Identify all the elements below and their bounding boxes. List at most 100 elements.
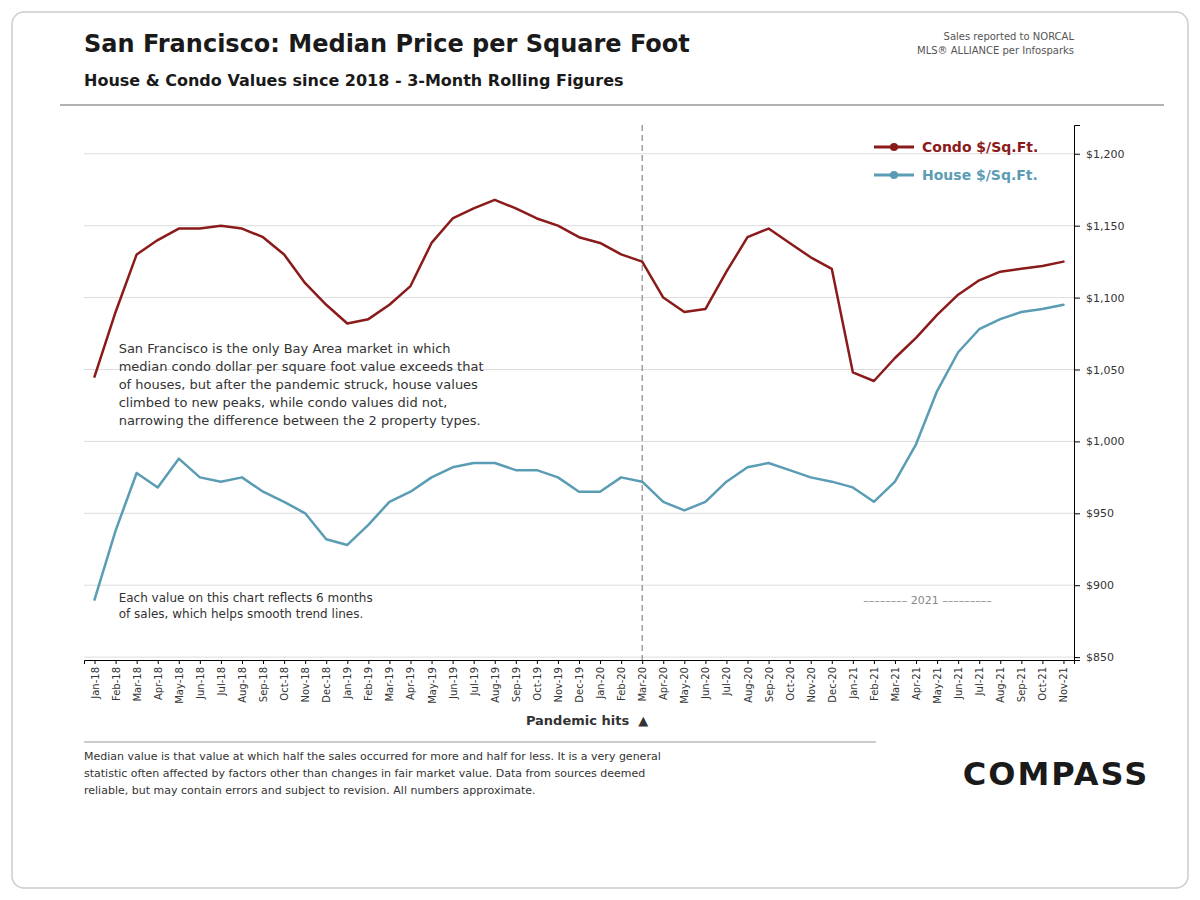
y-tick: $950 bbox=[1074, 507, 1114, 520]
x-tick: May-19 bbox=[427, 660, 438, 704]
x-tick-mark bbox=[263, 660, 264, 664]
x-tick-mark bbox=[600, 660, 601, 664]
x-tick: Aug-21 bbox=[995, 660, 1006, 703]
x-tick-mark bbox=[642, 660, 643, 664]
x-tick-mark bbox=[895, 660, 896, 664]
x-tick-mark bbox=[326, 660, 327, 664]
x-tick: Jan-21 bbox=[848, 660, 859, 700]
x-tick-label: Sep-19 bbox=[511, 667, 522, 702]
x-tick: Apr-19 bbox=[405, 660, 416, 700]
chart-svg: San Francisco: Median Price per Square F… bbox=[0, 0, 1200, 900]
x-tick: Aug-20 bbox=[743, 660, 754, 703]
x-tick: Feb-21 bbox=[869, 660, 880, 701]
x-tick-label: Aug-19 bbox=[490, 667, 501, 703]
x-tick-label: Aug-18 bbox=[237, 667, 248, 703]
x-tick-label: Jun-18 bbox=[195, 667, 206, 700]
x-tick-mark bbox=[1063, 660, 1064, 664]
x-tick: Sep-19 bbox=[511, 660, 522, 702]
y-tick-label: $1,200 bbox=[1086, 148, 1125, 161]
x-tick-label: Mar-20 bbox=[637, 667, 648, 702]
legend-label: House $/Sq.Ft. bbox=[922, 167, 1038, 183]
x-tick-label: Jun-21 bbox=[953, 667, 964, 700]
logo: COMPASS bbox=[963, 755, 1149, 793]
x-tick-mark bbox=[95, 660, 96, 664]
x-tick-label: Mar-21 bbox=[890, 667, 901, 702]
x-tick-label: May-20 bbox=[679, 667, 690, 704]
x-tick-label: Feb-19 bbox=[363, 667, 374, 701]
annotation-text: San Francisco is the only Bay Area marke… bbox=[119, 341, 484, 428]
x-tick-mark bbox=[558, 660, 559, 664]
x-tick-label: Oct-19 bbox=[532, 667, 543, 701]
grid-line bbox=[84, 513, 1074, 514]
text-line: MLS® ALLIANCE per Infosparks bbox=[917, 45, 1074, 56]
y-tick: $1,150 bbox=[1074, 220, 1125, 233]
x-tick: Nov-19 bbox=[553, 660, 564, 703]
x-tick-label: Sep-21 bbox=[1016, 667, 1027, 702]
text-line: statistic often affected by factors othe… bbox=[84, 767, 645, 780]
x-tick: Aug-18 bbox=[237, 660, 248, 703]
x-tick: Jan-18 bbox=[90, 660, 101, 700]
text-line: narrowing the difference between the 2 p… bbox=[119, 413, 481, 428]
x-tick: Nov-18 bbox=[300, 660, 311, 703]
series-line bbox=[95, 305, 1064, 600]
x-tick: Nov-20 bbox=[806, 660, 817, 703]
x-tick-mark bbox=[389, 660, 390, 664]
x-tick-label: Nov-19 bbox=[553, 667, 564, 703]
x-tick: Sep-18 bbox=[258, 660, 269, 702]
text-line: San Francisco is the only Bay Area marke… bbox=[119, 341, 451, 356]
x-tick-mark bbox=[621, 660, 622, 664]
annotation-text: Median value is that value at which half… bbox=[84, 750, 661, 797]
x-tick-label: Mar-19 bbox=[384, 667, 395, 702]
x-axis: Jan-18Feb-18Mar-18Apr-18May-18Jun-18Jul-… bbox=[85, 660, 1075, 704]
x-tick-label: Apr-20 bbox=[658, 667, 669, 700]
y-tick: $1,000 bbox=[1074, 435, 1125, 448]
x-tick: May-21 bbox=[932, 660, 943, 704]
x-tick: Jan-19 bbox=[342, 660, 353, 700]
x-tick-label: May-19 bbox=[427, 667, 438, 704]
x-tick-label: Jan-18 bbox=[90, 667, 101, 700]
x-tick-mark bbox=[305, 660, 306, 664]
x-axis-line bbox=[85, 661, 1075, 665]
x-tick: Feb-18 bbox=[111, 660, 122, 701]
x-tick: Jun-21 bbox=[953, 660, 964, 700]
x-tick: Oct-19 bbox=[532, 660, 543, 701]
text-line: of houses, but after the pandemic struck… bbox=[119, 377, 478, 392]
x-tick: Oct-21 bbox=[1037, 660, 1048, 701]
subtitle: House & Condo Values since 2018 - 3-Mont… bbox=[84, 71, 624, 90]
series-line bbox=[95, 200, 1064, 381]
x-tick: Oct-20 bbox=[785, 660, 796, 701]
x-tick: Oct-18 bbox=[279, 660, 290, 701]
y-tick-label: $1,050 bbox=[1086, 364, 1125, 377]
x-tick: Jun-20 bbox=[700, 660, 711, 700]
x-tick-mark bbox=[516, 660, 517, 664]
y-tick-label: $900 bbox=[1086, 579, 1114, 592]
y-tick: $1,100 bbox=[1074, 292, 1125, 305]
x-tick-mark bbox=[474, 660, 475, 664]
grid bbox=[84, 154, 1074, 657]
x-tick: May-20 bbox=[679, 660, 690, 704]
x-tick-label: Apr-18 bbox=[153, 667, 164, 700]
x-tick-mark bbox=[748, 660, 749, 664]
x-tick: Aug-19 bbox=[490, 660, 501, 703]
x-tick: May-18 bbox=[174, 660, 185, 704]
x-tick-label: Feb-18 bbox=[111, 667, 122, 701]
x-tick-label: Jul-21 bbox=[974, 667, 985, 696]
legend-item: Condo $/Sq.Ft. bbox=[874, 139, 1038, 155]
x-tick-label: Feb-21 bbox=[869, 667, 880, 701]
x-tick-label: Feb-20 bbox=[616, 667, 627, 701]
x-tick: Sep-21 bbox=[1016, 660, 1027, 702]
x-tick-label: Aug-21 bbox=[995, 667, 1006, 703]
y-tick-label: $1,000 bbox=[1086, 435, 1125, 448]
annotation-text: Sales reported to NORCALMLS® ALLIANCE pe… bbox=[917, 31, 1074, 56]
y-tick-mark bbox=[1074, 513, 1080, 514]
x-tick: Feb-19 bbox=[363, 660, 374, 701]
annotation-text: Each value on this chart reflects 6 mont… bbox=[119, 591, 373, 621]
x-tick: Jun-18 bbox=[195, 660, 206, 700]
text-line: Median value is that value at which half… bbox=[84, 750, 661, 763]
footer-separator bbox=[84, 742, 876, 743]
x-tick: Apr-20 bbox=[658, 660, 669, 700]
legend-dot bbox=[890, 143, 898, 151]
text-line: median condo dollar per square foot valu… bbox=[119, 359, 484, 374]
pandemic-label: Pandemic hits ▲ bbox=[526, 713, 648, 728]
x-tick-mark bbox=[1021, 660, 1022, 664]
